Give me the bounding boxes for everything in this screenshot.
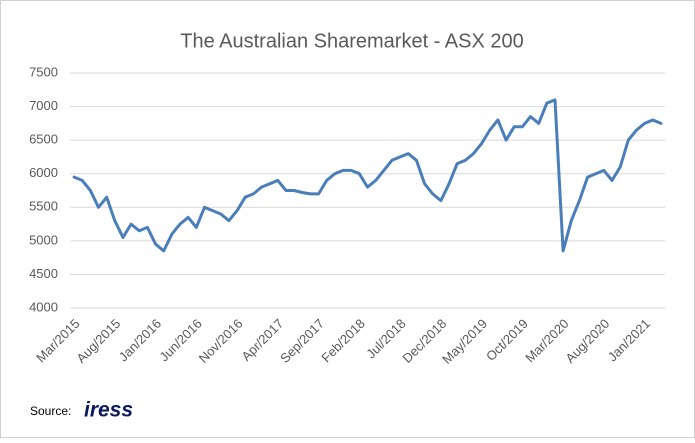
y-tick-label: 6500 <box>29 132 58 147</box>
series-line <box>72 98 663 253</box>
source-label: Source: <box>30 404 71 418</box>
y-tick-label: 4000 <box>29 299 58 314</box>
y-tick-label: 6000 <box>29 165 58 180</box>
source-name: iress <box>84 399 133 422</box>
y-tick-label: 7500 <box>29 64 58 79</box>
y-tick-label: 7000 <box>29 98 58 113</box>
y-tick-label: 5500 <box>29 199 58 214</box>
y-tick-label: 4500 <box>29 266 58 281</box>
chart-title: The Australian Sharemarket - ASX 200 <box>180 30 524 52</box>
y-tick-label: 5000 <box>29 232 58 247</box>
